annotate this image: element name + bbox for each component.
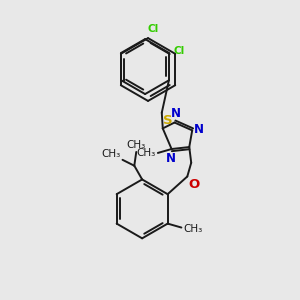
- Text: CH₃: CH₃: [136, 148, 156, 158]
- Text: N: N: [166, 152, 176, 165]
- Text: CH₃: CH₃: [183, 224, 202, 233]
- Text: N: N: [194, 123, 204, 136]
- Text: N: N: [170, 106, 181, 120]
- Text: Cl: Cl: [174, 46, 185, 56]
- Text: CH₃: CH₃: [101, 149, 121, 159]
- Text: Cl: Cl: [147, 24, 158, 34]
- Text: S: S: [163, 114, 172, 127]
- Text: O: O: [188, 178, 200, 191]
- Text: CH₃: CH₃: [127, 140, 146, 150]
